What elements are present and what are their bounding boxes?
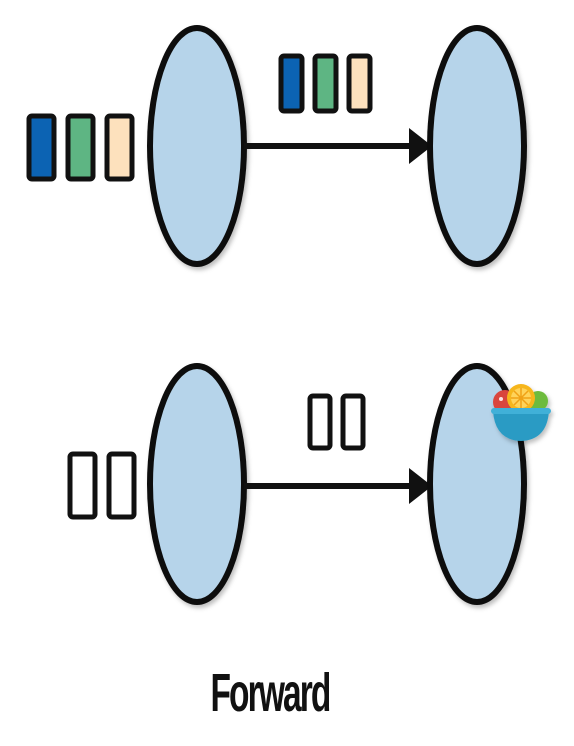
top-input-unit [26, 113, 57, 182]
bowl-rim [491, 408, 551, 414]
top-input-units [26, 113, 135, 182]
top-message-unit [346, 53, 373, 114]
bottom-input-unit [67, 451, 98, 520]
top-input-unit [104, 113, 135, 182]
bottom-message-units [307, 393, 366, 451]
top-input-unit [65, 113, 96, 182]
bottom-input-unit [106, 451, 137, 520]
bowl-body [493, 411, 549, 441]
top-target-node [427, 25, 527, 267]
bottom-input-units [67, 451, 137, 520]
top-message-units [278, 53, 373, 114]
top-arrow-head [409, 128, 432, 164]
top-arrow [244, 128, 432, 164]
bottom-message-unit [340, 393, 366, 451]
bottom-row [67, 363, 527, 605]
caption: Forward [210, 663, 331, 723]
bottom-source-node [147, 363, 247, 605]
bottom-message-unit [307, 393, 333, 451]
top-message-unit [312, 53, 339, 114]
top-row [26, 25, 527, 267]
top-message-unit [278, 53, 305, 114]
top-source-node [147, 25, 247, 267]
bottom-arrow [244, 468, 432, 504]
bottom-arrow-head [409, 468, 432, 504]
fruit-bowl-icon [491, 384, 551, 441]
